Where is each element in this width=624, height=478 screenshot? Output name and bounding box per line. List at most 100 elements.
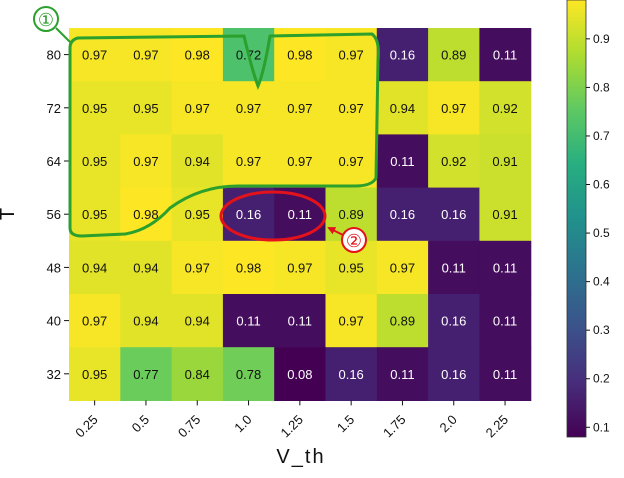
heatmap-cell (171, 347, 224, 401)
cell-value-label: 0.98 (287, 48, 312, 63)
cell-value-label: 0.78 (236, 367, 261, 382)
heatmap-cell (428, 28, 480, 82)
heatmap-cell (120, 347, 173, 401)
x-tick-label: 2.0 (436, 412, 459, 435)
cell-value-label: 0.08 (287, 367, 312, 382)
x-axis-ticks: 0.25 0.5 0.75 1.0 1.25 1.5 1.75 2.0 2.25 (72, 400, 511, 440)
heatmap-cell (69, 187, 121, 242)
cell-value-label: 0.94 (390, 101, 415, 116)
cell-value-label: 0.95 (185, 207, 210, 222)
heatmap-cell (376, 28, 429, 82)
heatmap-cell (376, 187, 429, 242)
cell-value-label: 0.94 (82, 260, 107, 275)
cell-value-label: 0.16 (390, 48, 415, 63)
x-axis-label: V_th (276, 446, 325, 468)
cell-value-label: 0.97 (185, 260, 210, 275)
cell-value-label: 0.11 (493, 367, 517, 382)
heatmap-cell (428, 347, 480, 401)
heatmap-cell (120, 81, 173, 135)
cell-value-label: 0.98 (185, 48, 210, 63)
cell-value-label: 0.97 (390, 260, 415, 275)
cell-value-label: 0.94 (133, 260, 158, 275)
annotation-1-arrow (55, 27, 71, 43)
heatmap-cell (222, 240, 275, 295)
annotation-1-outline (68, 32, 380, 238)
y-tick-label: 80 (47, 48, 61, 63)
cell-value-label: 0.11 (236, 314, 260, 329)
heatmap-cell (325, 347, 378, 401)
y-tick-label: 40 (47, 314, 61, 329)
annotation-2-ellipse (219, 190, 327, 242)
x-tick-label: 1.25 (277, 412, 306, 441)
cell-value-label: 0.95 (338, 260, 363, 275)
cell-value-label: 0.97 (287, 154, 312, 169)
colorbar-tick-label: 0.9 (593, 32, 610, 46)
x-tick-label: 0.25 (72, 412, 101, 441)
x-tick-label: 0.75 (175, 412, 204, 441)
cell-value-label: 0.11 (493, 260, 517, 275)
cell-value-label: 0.11 (493, 314, 517, 329)
heatmap-cell (376, 347, 429, 401)
cell-value-label: 0.97 (236, 101, 261, 116)
cell-value-label: 0.95 (82, 101, 107, 116)
cell-value-label: 0.95 (82, 207, 107, 222)
heatmap-cell (428, 187, 480, 242)
y-tick-label: 64 (47, 154, 61, 169)
cell-value-label: 0.16 (390, 207, 415, 222)
colorbar-ticks: 0.1 0.2 0.3 0.4 0.5 0.6 0.7 0.8 0.9 (586, 32, 610, 434)
cell-value-label: 0.97 (338, 48, 363, 63)
cell-value-label: 0.97 (338, 314, 363, 329)
heatmap-cell (325, 28, 378, 82)
colorbar-tick-label: 0.3 (593, 323, 610, 337)
cell-value-label: 0.16 (338, 367, 363, 382)
heatmap-cell (325, 294, 378, 348)
colorbar-tick-label: 0.5 (593, 226, 610, 240)
colorbar-tick-label: 0.4 (593, 275, 610, 289)
cell-value-label: 0.95 (82, 154, 107, 169)
heatmap-cell (479, 81, 532, 135)
annotation-2-marker (341, 227, 367, 253)
cell-value-label: 0.95 (133, 101, 158, 116)
heatmap-cell (376, 294, 429, 348)
cell-value-label: 0.89 (338, 207, 363, 222)
cell-value-label: 0.16 (441, 367, 466, 382)
heatmap-cell (376, 134, 429, 189)
cell-value-label: 0.91 (492, 207, 517, 222)
heatmap-cell (69, 240, 121, 295)
heatmap-cell (120, 294, 173, 348)
heatmap-cell (69, 347, 121, 401)
cell-value-label: 0.94 (185, 314, 210, 329)
heatmap-cell (325, 81, 378, 135)
heatmap-cell (274, 294, 327, 348)
cell-value-label: 0.97 (338, 154, 363, 169)
heatmap-cell (274, 347, 327, 401)
cell-value-label: 0.94 (185, 154, 210, 169)
colorbar-tick-label: 0.8 (593, 80, 610, 94)
colorbar (566, 0, 587, 438)
colorbar-tick-label: 0.6 (593, 178, 610, 192)
cell-value-label: 0.11 (288, 314, 312, 329)
cell-value-label: 0.97 (441, 101, 466, 116)
annotation-2-label: ② (346, 231, 362, 251)
heatmap-cell (274, 81, 327, 135)
heatmap-cell (428, 240, 480, 295)
cell-value-label: 0.11 (390, 367, 414, 382)
heatmap-cell (479, 347, 532, 401)
y-tick-label: 32 (47, 367, 61, 382)
annotation-1-label: ① (38, 10, 54, 30)
heatmap-cell (222, 187, 275, 242)
cell-value-label: 0.16 (236, 207, 261, 222)
cell-value-label: 0.97 (287, 101, 312, 116)
cell-value-label: 0.97 (82, 314, 107, 329)
y-axis-ticks: 80 72 64 56 48 40 32 (47, 48, 69, 382)
cell-value-label: 0.11 (390, 154, 414, 169)
heatmap-cell (479, 28, 532, 82)
heatmap-cell (479, 187, 532, 242)
heatmap-cell (171, 294, 224, 348)
cell-value-label: 0.98 (236, 260, 261, 275)
heatmap-cell-labels: 0.97 0.97 0.98 0.72 0.98 0.97 0.16 0.89 0.110.95… (82, 48, 518, 382)
cell-value-label: 0.97 (338, 101, 363, 116)
heatmap-cell (171, 187, 224, 242)
